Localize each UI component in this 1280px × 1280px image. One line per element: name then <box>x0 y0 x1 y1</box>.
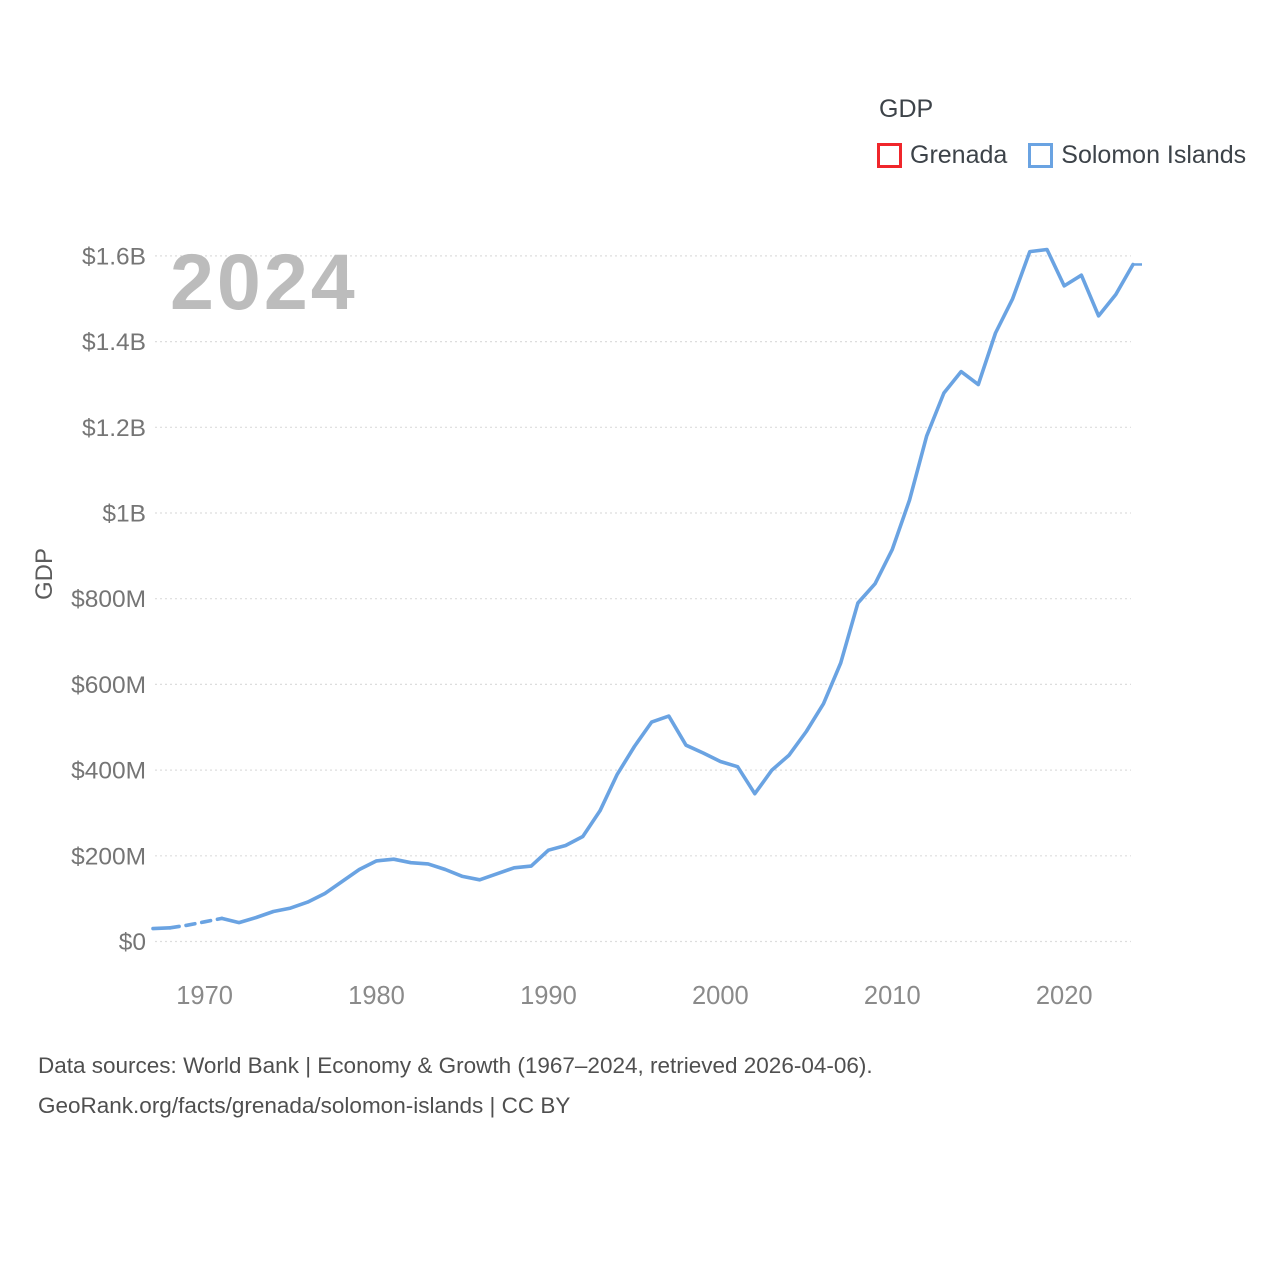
y-tick-label: $0 <box>119 929 146 956</box>
legend-item-label: Grenada <box>910 141 1008 169</box>
x-tick-label: 2020 <box>1036 982 1093 1010</box>
y-tick-label: $400M <box>71 758 146 785</box>
x-tick-label: 1990 <box>520 982 577 1010</box>
legend-item-grenada[interactable]: Grenada <box>877 141 1007 170</box>
x-tick-label: 2000 <box>692 982 749 1010</box>
legend-items: Grenada Solomon Islands <box>877 141 1246 170</box>
x-tick-label: 1970 <box>176 982 233 1010</box>
y-tick-label: $1.4B <box>82 329 146 356</box>
attribution-footer: Data sources: World Bank | Economy & Gro… <box>38 1046 873 1126</box>
license-line: GeoRank.org/facts/grenada/solomon-island… <box>38 1093 571 1118</box>
y-tick-label: $800M <box>71 586 146 613</box>
legend-swatch-icon <box>1028 143 1054 168</box>
series-line-solomon-islands <box>220 247 1135 925</box>
chart-legend: GDP Grenada Solomon Islands <box>877 94 1246 170</box>
legend-item-solomon-islands[interactable]: Solomon Islands <box>1028 141 1246 170</box>
y-tick-label: $1.6B <box>82 243 146 270</box>
y-axis-title: GDP <box>31 548 58 601</box>
y-tick-label: $200M <box>71 843 146 870</box>
legend-item-label: Solomon Islands <box>1061 141 1247 169</box>
y-tick-label: $1.2B <box>82 415 146 442</box>
y-tick-label: $600M <box>71 672 146 699</box>
series-line-solomon-islands <box>151 925 172 931</box>
x-tick-label: 2010 <box>864 982 921 1010</box>
y-tick-label: $1B <box>102 501 146 528</box>
legend-title: GDP <box>879 95 934 123</box>
year-watermark: 2024 <box>170 237 358 326</box>
legend-swatch-icon <box>877 143 902 168</box>
data-sources-line: Data sources: World Bank | Economy & Gro… <box>38 1053 873 1078</box>
x-tick-label: 1980 <box>348 982 405 1010</box>
series-line-solomon-islands-dashed <box>168 916 224 930</box>
